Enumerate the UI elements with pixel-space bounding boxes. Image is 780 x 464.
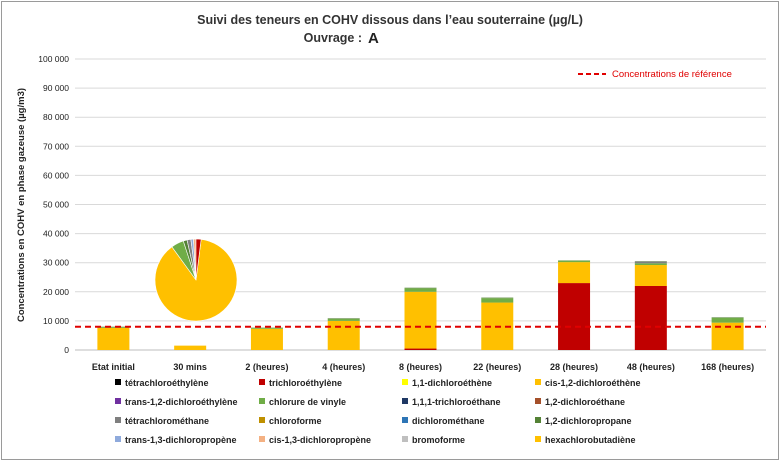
bar-segment [558,283,590,350]
legend-label: chlorure de vinyle [269,397,346,407]
legend-swatch [535,379,541,385]
legend-swatch [402,417,408,423]
bar-segment [97,327,129,328]
x-tick-label: 4 (heures) [322,362,365,372]
y-tick-label: 60 000 [43,170,69,180]
bar-segment [558,262,590,283]
legend-label: 1,1-dichloroéthène [412,378,492,388]
bar-segment [635,262,667,264]
bar-segment [712,317,744,318]
x-tick-label: 48 (heures) [627,362,675,372]
y-tick-label: 20 000 [43,287,69,297]
bar-segment [481,298,513,299]
bar-segment [712,318,744,323]
bar-segment [97,328,129,350]
x-tick-label: 168 (heures) [701,362,754,372]
reference-legend-label: Concentrations de référence [612,69,732,80]
y-tick-label: 40 000 [43,229,69,239]
legend-swatch [259,398,265,404]
legend-label: hexachlorobutadiène [545,435,636,445]
legend-swatch [259,436,265,442]
legend-swatch [402,398,408,404]
legend-swatch [535,398,541,404]
y-axis-label: Concentrations en COHV en phase gazeuse … [16,88,27,322]
legend-swatch [402,379,408,385]
pie-inset [155,239,237,321]
legend-label: trans-1,3-dichloropropène [125,435,237,445]
legend-swatch [535,436,541,442]
y-tick-label: 0 [64,345,69,355]
y-tick-label: 90 000 [43,83,69,93]
subtitle-prefix: Ouvrage : [304,31,362,45]
x-tick-label: Etat initial [92,362,135,372]
legend-label: cis-1,3-dichloropropène [269,435,371,445]
legend-swatch [259,417,265,423]
legend-label: chloroforme [269,416,322,426]
legend-label: trichloroéthylène [269,378,342,388]
bar-segment [405,292,437,349]
bar-segment [635,263,667,265]
bar-segment [251,329,283,350]
legend-swatch [115,379,121,385]
legend-label: bromoforme [412,435,465,445]
x-tick-label: 30 mins [173,362,207,372]
bar-segment [328,318,360,319]
legend-label: tétrachlorométhane [125,416,209,426]
y-tick-label: 50 000 [43,200,69,210]
y-tick-label: 30 000 [43,258,69,268]
x-tick-label: 22 (heures) [473,362,521,372]
bar-segment [405,288,437,289]
legend-label: 1,2-dichloroéthane [545,397,625,407]
bar-segment [405,349,437,350]
x-tick-label: 8 (heures) [399,362,442,372]
bar-segment [174,346,206,350]
legend-label: trans-1,2-dichloroéthylène [125,397,238,407]
bar-segment [328,321,360,350]
legend-label: cis-1,2-dichloroéthène [545,378,641,388]
chart-title: Suivi des teneurs en COHV dissous dans l… [197,13,583,27]
legend-label: 1,1,1-trichloroéthane [412,397,501,407]
legend-swatch [115,436,121,442]
y-tick-labels: 0 10 000 20 000 30 000 40 000 50 000 60 000 70 … [38,54,69,355]
x-tick-labels: Etat initial 30 mins 2 (heures) 4 (heures) 8… [92,362,754,372]
bar-segment [405,288,437,291]
legend-swatch [259,379,265,385]
y-tick-label: 70 000 [43,141,69,151]
legend-swatch [115,417,121,423]
legend-swatch [535,417,541,423]
legend-swatch [402,436,408,442]
bar-segment [481,298,513,302]
bar-segment [251,328,283,329]
bar-segment [635,286,667,350]
bar-segment [328,319,360,321]
y-tick-label: 80 000 [43,112,69,122]
legend-swatch [115,398,121,404]
legend-label: tétrachloroéthylène [125,378,209,388]
legend-label: 1,2-dichloropropane [545,416,632,426]
legend-label: dichlorométhane [412,416,485,426]
legend: tétrachloroéthylène trichloroéthylène 1,1-… [115,378,641,445]
y-tick-label: 100 000 [38,54,69,64]
bar-segment [635,265,667,286]
x-tick-label: 2 (heures) [245,362,288,372]
chart-svg: Suivi des teneurs en COHV dissous dans l… [2,2,778,459]
bar-segment [558,261,590,262]
x-tick-label: 28 (heures) [550,362,598,372]
subtitle-value: A [368,30,379,47]
y-tick-label: 10 000 [43,316,69,326]
chart-subtitle: Ouvrage : A [304,30,379,47]
